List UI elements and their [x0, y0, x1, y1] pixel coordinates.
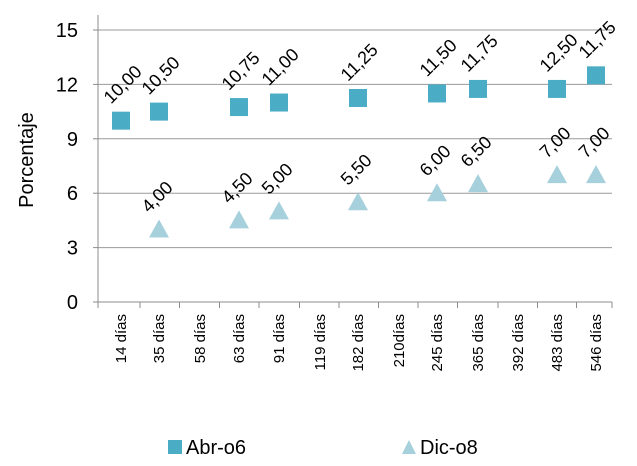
data-label: 6,50 [457, 132, 496, 171]
data-point-triangle [149, 219, 169, 238]
data-label: 4,00 [138, 177, 177, 216]
data-label: 11,00 [258, 44, 303, 89]
x-tick-label: 63 días [231, 314, 248, 363]
data-label: 10,75 [218, 48, 264, 94]
y-tick-label: 6 [67, 183, 78, 205]
data-series [112, 66, 606, 238]
data-label: 7,00 [575, 123, 614, 162]
y-tick-label: 15 [56, 20, 78, 42]
data-label: 11,75 [457, 31, 502, 76]
y-tick-label: 9 [67, 129, 78, 151]
x-tick-label: 392 días [510, 314, 527, 372]
gridlines [98, 29, 612, 249]
legend-swatch-square [168, 440, 182, 454]
data-point-square [150, 102, 168, 121]
y-axis-label: Porcentaje [16, 112, 38, 208]
x-tick-label: 483 días [549, 314, 566, 372]
data-label: 7,00 [536, 123, 575, 162]
data-label: 5,50 [337, 150, 376, 189]
y-tick-label: 0 [67, 292, 78, 314]
data-label: 11,50 [416, 35, 461, 80]
legend-swatch-triangle [402, 440, 416, 454]
data-label: 4,50 [218, 168, 257, 207]
data-point-triangle [427, 183, 447, 202]
x-tick-label: 14 días [113, 314, 130, 363]
x-tick-label: 91 días [271, 314, 288, 363]
data-point-square [112, 111, 130, 130]
data-label: 6,00 [416, 141, 455, 180]
data-point-square [270, 93, 288, 112]
y-tick-labels: 0 3 6 9 12 15 [56, 20, 78, 314]
data-label: 11,75 [575, 17, 620, 62]
x-tick-label: 119 días [312, 314, 329, 370]
x-tick-label: 245 días [429, 314, 446, 372]
data-label: 12,50 [536, 30, 582, 76]
x-tick-label: 365 días [470, 314, 487, 372]
x-tick-labels: 14 días 35 días 58 días 63 días 91 días 119 d… [113, 314, 605, 372]
data-point-square [349, 89, 367, 107]
x-tick-label: 35 días [151, 314, 168, 363]
y-tick-label: 3 [67, 238, 78, 260]
data-point-square [469, 79, 487, 98]
data-label: 11,25 [337, 40, 382, 85]
legend-label: Abr-o6 [186, 437, 246, 459]
x-tick-label: 182 días [350, 314, 367, 372]
data-point-triangle [229, 210, 249, 229]
data-label: 5,00 [258, 159, 297, 198]
axes [93, 15, 613, 308]
data-point-triangle [468, 174, 488, 193]
data-point-square [230, 98, 248, 117]
data-point-triangle [348, 192, 368, 211]
data-point-triangle [269, 201, 289, 220]
legend: Abr-o6 Dic-o8 [168, 437, 478, 459]
data-point-square [548, 79, 566, 98]
data-point-square [428, 84, 446, 103]
y-tick-label: 12 [56, 74, 78, 96]
x-tick-label: 58 días [192, 314, 209, 363]
data-point-triangle [586, 165, 606, 184]
x-tick-label: 546 días [588, 314, 605, 372]
data-point-triangle [547, 165, 567, 184]
x-tick-label: 210días [391, 314, 408, 367]
legend-label: Dic-o8 [420, 437, 478, 459]
data-point-square [587, 66, 605, 85]
